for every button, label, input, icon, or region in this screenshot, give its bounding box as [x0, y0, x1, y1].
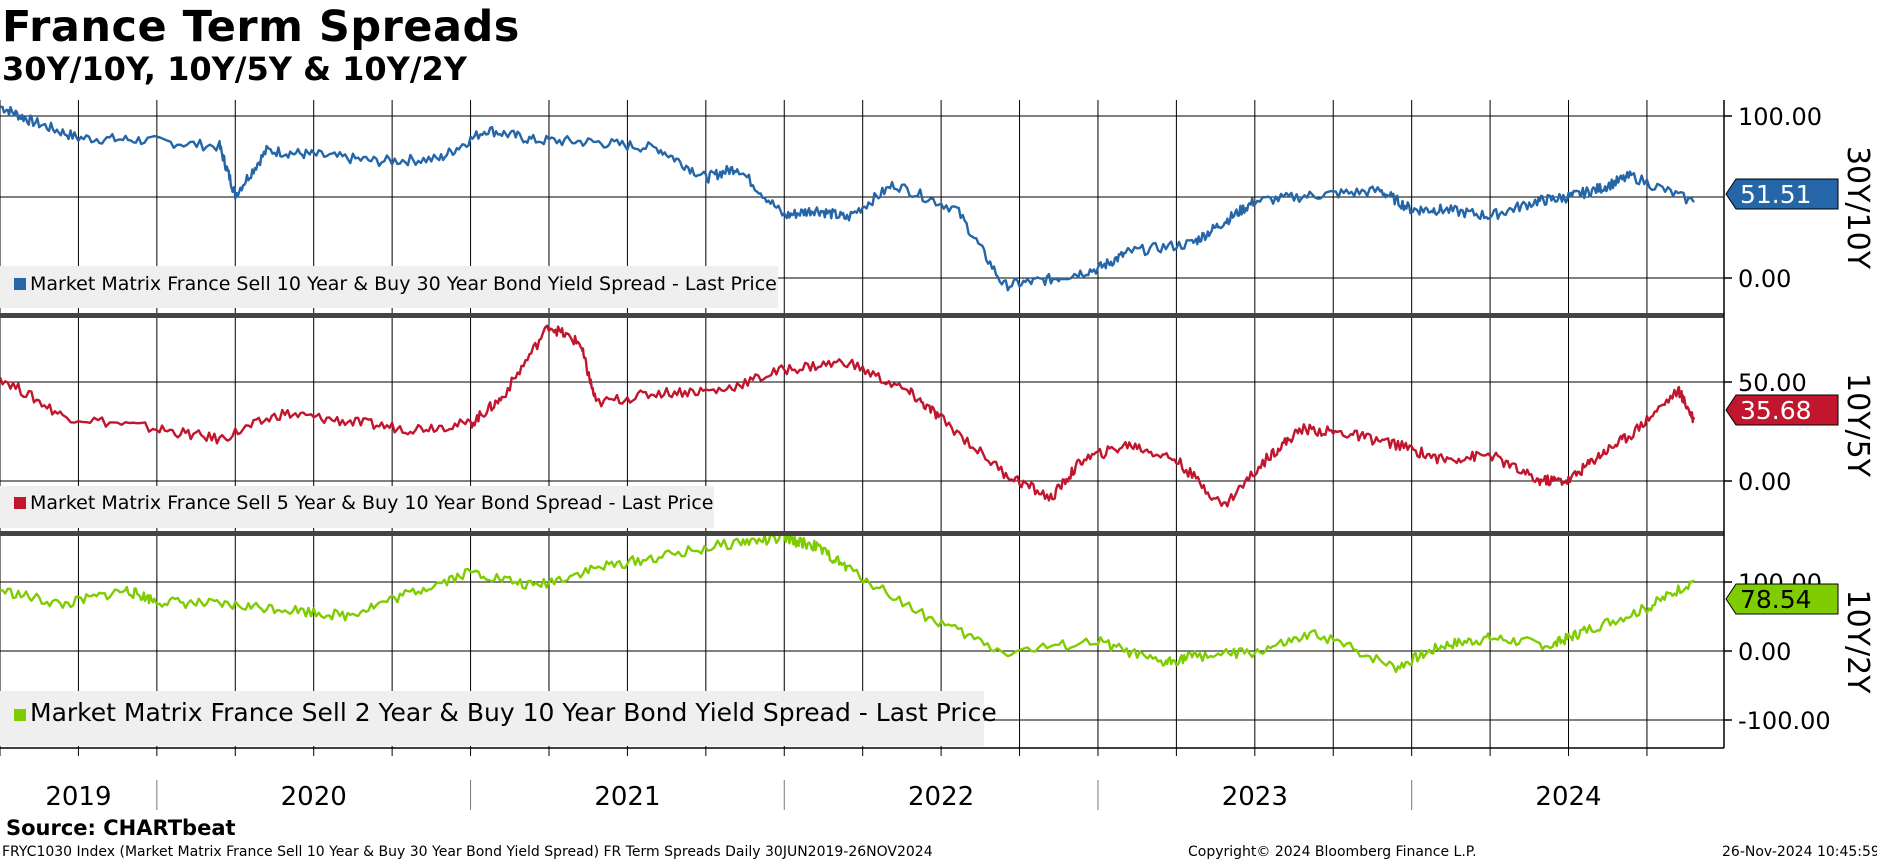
panel-label: 30Y/10Y: [1840, 146, 1875, 270]
y-tick-label: 0.00: [1738, 265, 1791, 293]
legend-swatch: [14, 497, 26, 509]
x-year-label: 2024: [1535, 782, 1601, 812]
panel-separator: [0, 313, 1724, 318]
y-tick-label: 50.00: [1738, 369, 1807, 397]
legend-label: Market Matrix France Sell 5 Year & Buy 1…: [30, 492, 713, 514]
panel-1: 100.00 0.00 Market Matrix France Sell 10 Y…: [0, 103, 1875, 308]
chart-subtitle: 30Y/10Y, 10Y/5Y & 10Y/2Y: [2, 50, 467, 88]
series-line: [0, 105, 1695, 292]
x-year-label: 2021: [594, 782, 660, 812]
legend-box: [0, 266, 778, 308]
y-tick-label: 100.00: [1738, 103, 1822, 131]
last-value-badge: [1725, 394, 1839, 426]
legend-label: Market Matrix France Sell 10 Year & Buy …: [30, 273, 777, 295]
x-year-label: 2020: [281, 782, 347, 812]
series-line: [0, 324, 1696, 508]
series-line: [0, 532, 1695, 674]
y-tick-label: 0.00: [1738, 468, 1791, 496]
y-tick-label: 0.00: [1738, 638, 1791, 666]
panel-label: 10Y/2Y: [1840, 589, 1875, 694]
legend-box: [0, 486, 714, 528]
legend-box: [0, 691, 984, 746]
panel-2: 50.00 0.00 Market Matrix France Sell 5 Yea…: [0, 324, 1875, 528]
last-value-badge: [1725, 178, 1839, 210]
legend-swatch: [14, 709, 26, 721]
last-value-badge: [1725, 583, 1839, 615]
panel-label: 10Y/5Y: [1840, 373, 1875, 478]
x-year-label: 2019: [45, 782, 111, 812]
legend-swatch: [14, 278, 26, 290]
x-year-label: 2022: [908, 782, 974, 812]
last-value-label: 51.51: [1740, 180, 1812, 209]
ticker-info: FRYC1030 Index (Market Matrix France Sel…: [2, 844, 933, 860]
x-year-label: 2023: [1222, 782, 1288, 812]
chart-title: France Term Spreads: [2, 2, 520, 52]
copyright: Copyright© 2024 Bloomberg Finance L.P.: [1188, 844, 1477, 860]
last-value-label: 78.54: [1740, 585, 1812, 614]
timestamp: 26-Nov-2024 10:45:59: [1722, 844, 1877, 860]
panel-separator: [0, 531, 1724, 536]
legend-label: Market Matrix France Sell 2 Year & Buy 1…: [30, 698, 997, 727]
source-label: Source: CHARTbeat: [6, 816, 236, 840]
y-tick-label: -100.00: [1738, 707, 1831, 735]
last-value-label: 35.68: [1740, 396, 1812, 425]
